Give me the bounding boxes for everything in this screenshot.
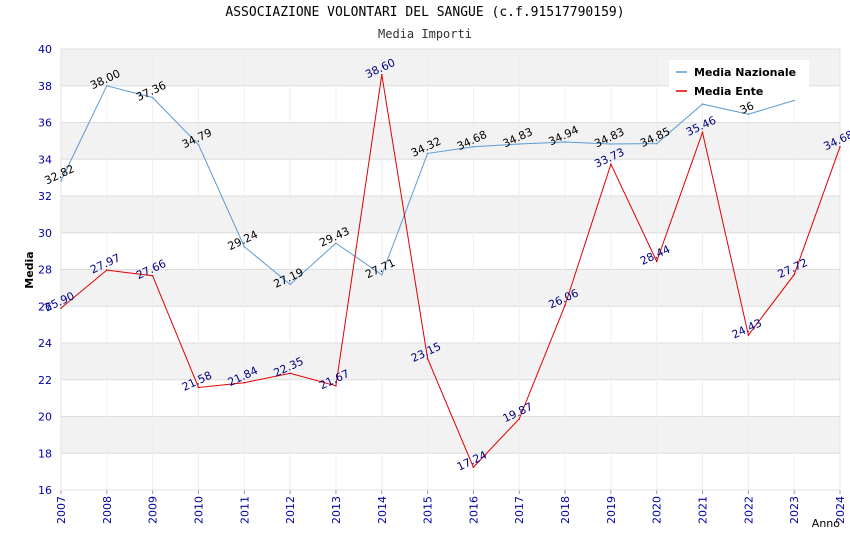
x-tick-label: 2009 bbox=[147, 496, 160, 524]
gridlines bbox=[60, 48, 841, 491]
x-tick-label: 2017 bbox=[513, 496, 526, 524]
data-point-media-nazionale bbox=[472, 145, 475, 148]
data-point-media-ente bbox=[426, 357, 429, 360]
data-point-media-ente bbox=[747, 334, 750, 336]
x-tick-label: 2010 bbox=[192, 496, 205, 524]
y-axis-label: Media bbox=[23, 251, 36, 288]
data-point-media-nazionale bbox=[289, 283, 291, 286]
data-point-media-ente bbox=[793, 273, 795, 276]
data-point-media-ente bbox=[60, 307, 62, 309]
data-point-media-ente bbox=[243, 381, 246, 384]
data-label-media-ente: 28.44 bbox=[638, 243, 672, 268]
y-tick-label: 20 bbox=[38, 411, 52, 424]
data-point-media-nazionale bbox=[335, 242, 337, 245]
y-tick-label: 18 bbox=[38, 447, 52, 460]
x-tick-label: 2019 bbox=[605, 496, 618, 524]
x-tick-label: 2013 bbox=[330, 496, 343, 524]
y-tick-label: 28 bbox=[38, 264, 52, 277]
data-point-media-nazionale bbox=[655, 142, 658, 145]
data-point-media-nazionale bbox=[564, 141, 566, 143]
x-tick-label: 2016 bbox=[467, 496, 480, 524]
x-tick-label: 2022 bbox=[742, 496, 755, 524]
data-point-media-ente bbox=[380, 73, 383, 76]
data-point-media-nazionale bbox=[793, 99, 795, 102]
x-tick-label: 2011 bbox=[238, 496, 251, 524]
legend: Media Nazionale Media Ente bbox=[669, 60, 809, 100]
x-tick-label: 2018 bbox=[559, 496, 572, 524]
y-tick-label: 24 bbox=[38, 337, 52, 350]
x-tick-label: 2021 bbox=[697, 496, 710, 524]
data-point-media-nazionale bbox=[243, 245, 246, 248]
plot-band bbox=[61, 196, 840, 233]
y-tick-label: 34 bbox=[38, 153, 52, 166]
data-point-media-ente bbox=[335, 385, 337, 387]
data-point-media-nazionale bbox=[610, 143, 612, 145]
data-point-media-nazionale bbox=[197, 143, 200, 146]
plot-band bbox=[61, 269, 840, 307]
data-point-media-nazionale bbox=[701, 103, 704, 105]
plot-band bbox=[61, 122, 840, 160]
plot-band bbox=[61, 416, 840, 454]
x-axis-label: Anno bbox=[812, 517, 840, 530]
y-tick-label: 36 bbox=[38, 117, 52, 130]
data-point-media-nazionale bbox=[747, 113, 750, 116]
data-point-media-ente bbox=[151, 274, 154, 277]
series-line-media-ente bbox=[60, 74, 841, 469]
x-tick-label: 2012 bbox=[284, 496, 297, 524]
y-tick-label: 30 bbox=[38, 227, 52, 240]
data-point-media-ente bbox=[106, 269, 108, 271]
y-tick-label: 16 bbox=[38, 484, 52, 497]
x-tick-label: 2014 bbox=[376, 496, 389, 524]
data-point-media-nazionale bbox=[106, 84, 108, 87]
data-point-media-nazionale bbox=[60, 180, 62, 182]
data-point-media-nazionale bbox=[426, 152, 429, 155]
data-point-media-ente bbox=[610, 163, 612, 166]
data-label-media-nazionale: 36 bbox=[738, 99, 756, 117]
y-tick-label: 26 bbox=[38, 300, 52, 313]
series-layer bbox=[60, 73, 841, 469]
plot-background bbox=[61, 49, 840, 454]
data-point-media-ente bbox=[197, 386, 200, 389]
plot-band bbox=[61, 343, 840, 380]
x-tick-label: 2023 bbox=[788, 496, 801, 524]
data-point-media-ente bbox=[655, 260, 658, 263]
x-tick-label: 2024 bbox=[834, 496, 847, 524]
y-tick-label: 32 bbox=[38, 190, 52, 203]
data-point-media-nazionale bbox=[518, 143, 521, 145]
chart-subtitle: Media Importi bbox=[378, 27, 472, 41]
data-point-media-ente bbox=[472, 466, 475, 469]
data-point-media-ente bbox=[289, 372, 291, 375]
y-tick-label: 40 bbox=[38, 43, 52, 56]
x-tick-label: 2015 bbox=[422, 496, 435, 524]
data-point-media-ente bbox=[839, 145, 841, 148]
chart-title: ASSOCIAZIONE VOLONTARI DEL SANGUE (c.f.9… bbox=[225, 5, 625, 20]
data-point-media-nazionale bbox=[151, 96, 154, 99]
x-tick-label: 2020 bbox=[651, 496, 664, 524]
data-point-media-ente bbox=[518, 418, 521, 420]
legend-box bbox=[669, 60, 809, 100]
data-label-media-ente: 24.43 bbox=[730, 316, 764, 341]
x-tick-label: 2007 bbox=[55, 496, 68, 524]
legend-label: Media Nazionale bbox=[694, 66, 796, 79]
data-point-media-ente bbox=[701, 131, 704, 134]
data-point-media-ente bbox=[564, 304, 566, 306]
legend-label: Media Ente bbox=[694, 85, 763, 98]
y-tick-label: 22 bbox=[38, 374, 52, 387]
data-label-media-ente: 25.90 bbox=[42, 289, 76, 314]
plot-border bbox=[60, 48, 841, 491]
x-tick-label: 2008 bbox=[101, 496, 114, 524]
y-tick-label: 38 bbox=[38, 80, 52, 93]
data-point-media-nazionale bbox=[380, 274, 383, 276]
